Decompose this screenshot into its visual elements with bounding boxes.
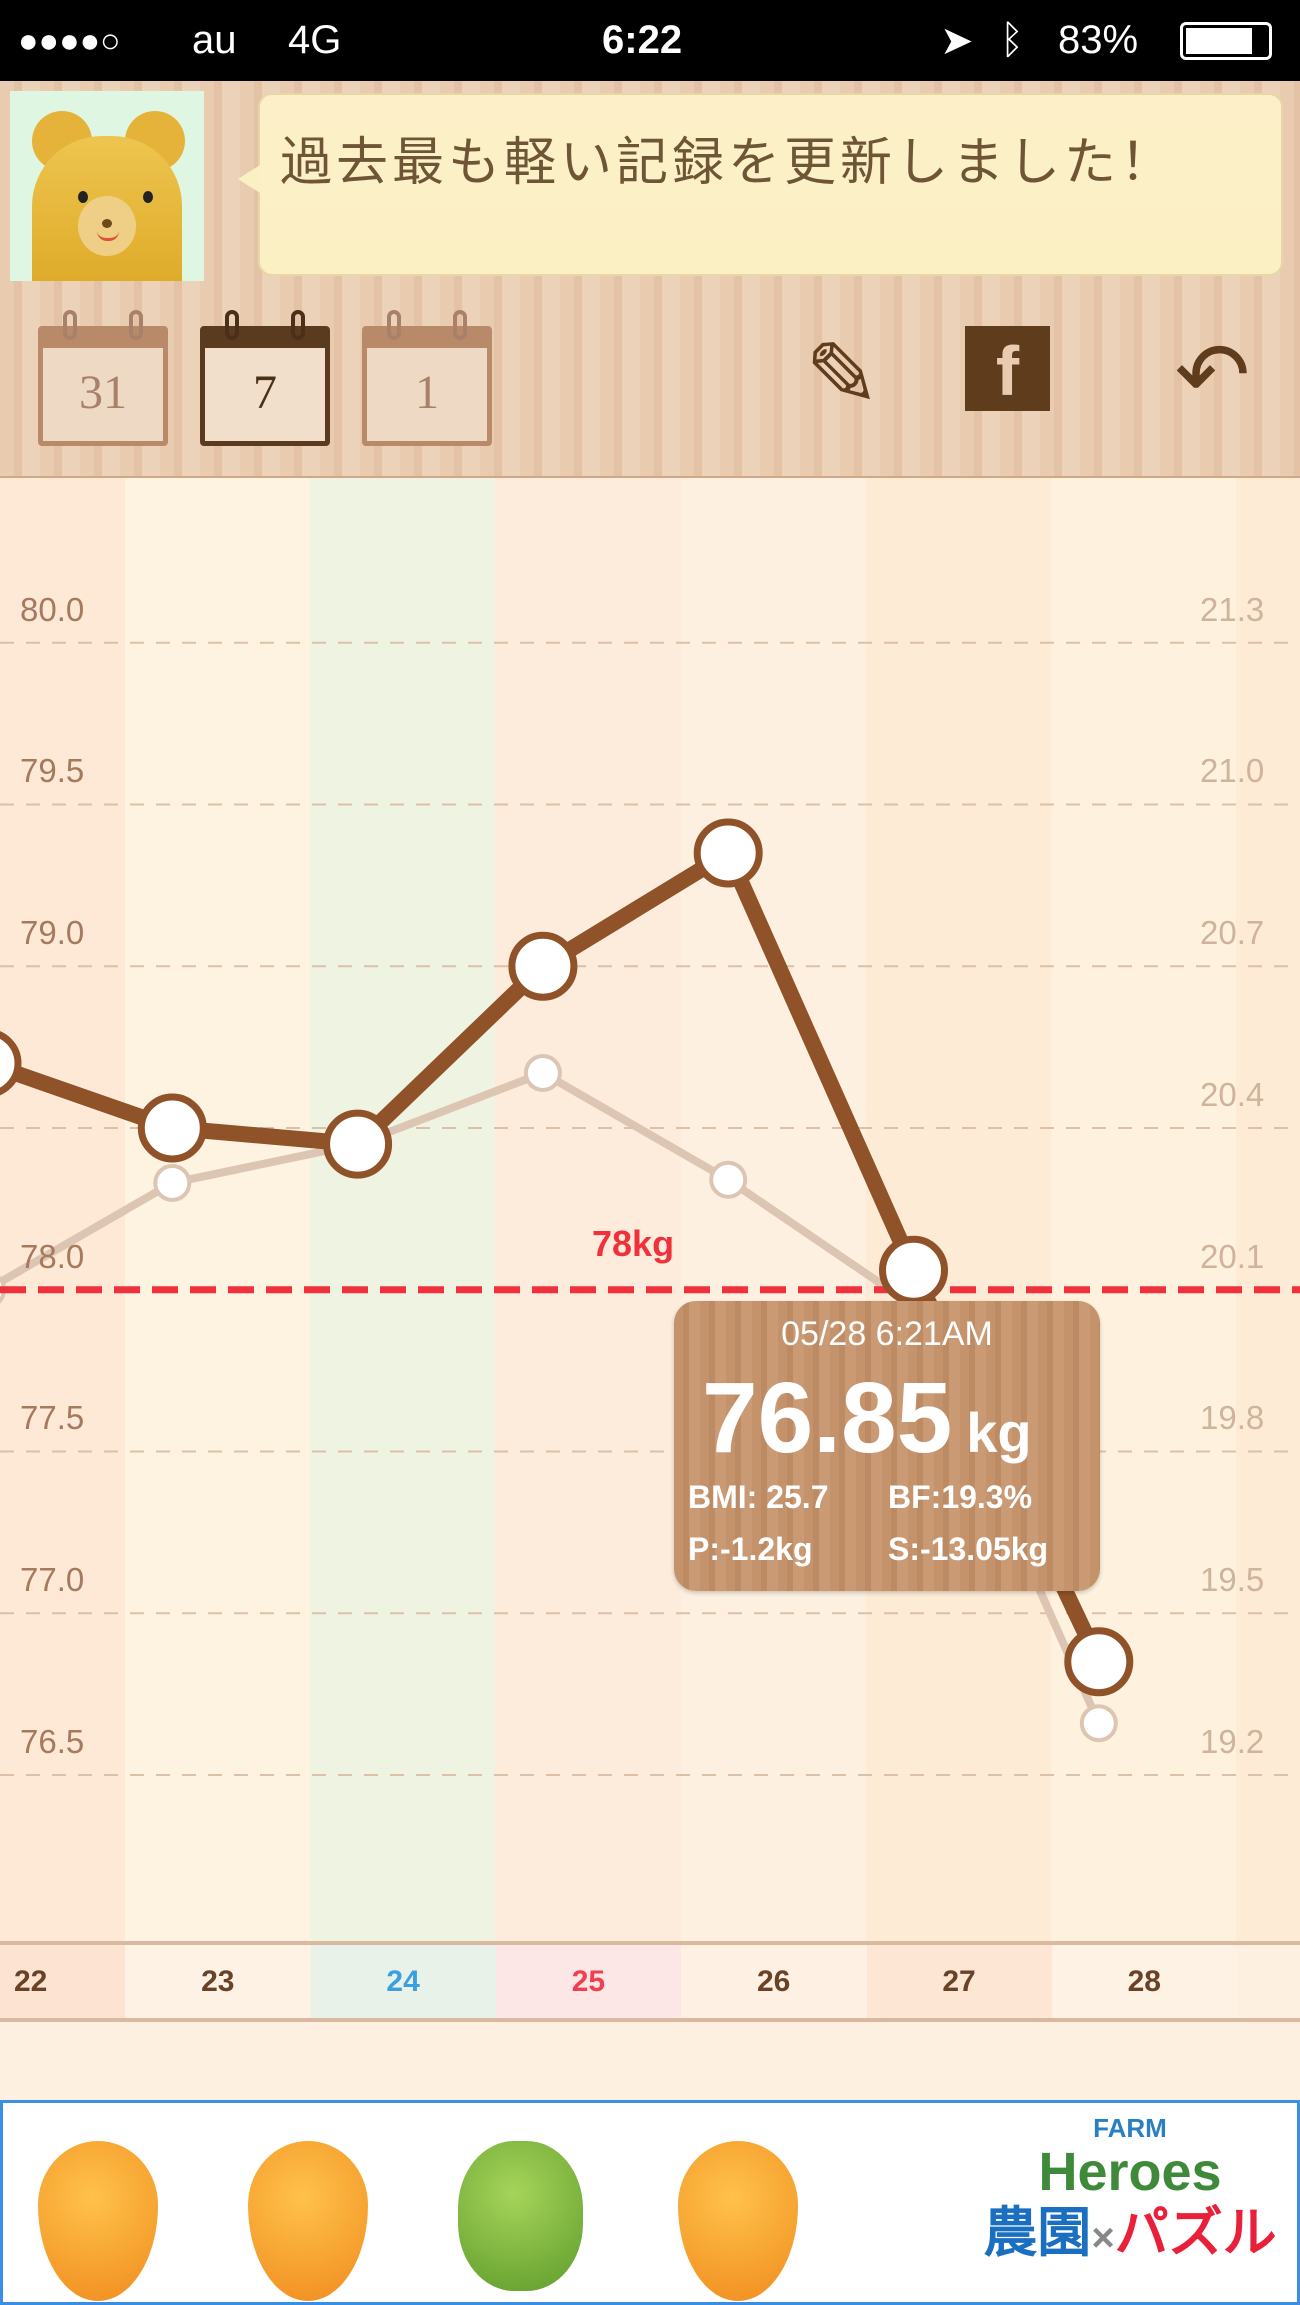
date-label[interactable]: 24 bbox=[310, 1945, 496, 2018]
weight-point bbox=[1064, 1627, 1134, 1697]
signal-strength: ●●●●○ bbox=[18, 22, 121, 60]
weight-point bbox=[323, 1109, 393, 1179]
y-right-tick-label: 21.0 bbox=[1200, 752, 1265, 790]
date-label[interactable]: 22 bbox=[0, 1945, 125, 2018]
secondary-point bbox=[709, 1160, 748, 1199]
calendar-label: 31 bbox=[79, 366, 127, 419]
y-right-tick-label: 20.1 bbox=[1200, 1237, 1265, 1275]
tagline-farm: 農園 bbox=[983, 2203, 1092, 2263]
date-label[interactable]: 23 bbox=[125, 1945, 311, 2018]
weight-point bbox=[508, 931, 578, 1001]
secondary-point bbox=[523, 1053, 562, 1092]
advertisement-banner[interactable]: FARM Heroes 農園×パズル bbox=[0, 2100, 1300, 2305]
y-left-tick-label: 76.5 bbox=[20, 1722, 85, 1760]
weight-point bbox=[693, 818, 763, 888]
apple-character-icon bbox=[458, 2141, 583, 2291]
reference-line-label: 78kg bbox=[592, 1223, 675, 1264]
status-bar: ●●●●○ au 4G 6:22 ➤ ᛒ 83% bbox=[0, 0, 1300, 81]
date-axis: 22 23 24 25 26 27 28 bbox=[0, 1941, 1300, 2022]
weight-point bbox=[137, 1093, 207, 1163]
date-label[interactable]: 28 bbox=[1051, 1945, 1237, 2018]
tooltip-bmi: BMI: 25.7 bbox=[688, 1479, 829, 1515]
y-right-tick-label: 20.4 bbox=[1200, 1075, 1265, 1113]
calendar-label: 7 bbox=[253, 366, 277, 419]
logo-brand: Heroes bbox=[1038, 2142, 1222, 2202]
calendar-week-button[interactable]: 7 bbox=[200, 310, 330, 446]
network-type: 4G bbox=[288, 18, 342, 62]
logo-top: FARM bbox=[1093, 2113, 1167, 2143]
tooltip-datetime: 05/28 6:21AM bbox=[781, 1315, 993, 1353]
y-right-tick-label: 21.3 bbox=[1200, 590, 1265, 628]
carrot-character-icon bbox=[38, 2141, 158, 2301]
y-left-tick-label: 80.0 bbox=[20, 590, 85, 628]
weight-point bbox=[0, 1031, 22, 1096]
clock: 6:22 bbox=[602, 18, 683, 62]
y-left-tick-label: 77.0 bbox=[20, 1561, 85, 1599]
battery-percent: 83% bbox=[1058, 18, 1139, 62]
bear-avatar bbox=[10, 91, 204, 281]
secondary-point bbox=[1079, 1704, 1118, 1743]
y-right-tick-label: 19.2 bbox=[1200, 1722, 1265, 1760]
tooltip-bodyfat: BF:19.3% bbox=[888, 1479, 1033, 1515]
calendar-day-button[interactable]: 1 bbox=[362, 310, 492, 446]
tooltip-unit: kg bbox=[966, 1401, 1032, 1464]
farm-heroes-logo: FARM Heroes 農園×パズル bbox=[975, 2113, 1285, 2271]
data-point-tooltip: 05/28 6:21AM 76.85 kg BMI: 25.7 BF:19.3% … bbox=[674, 1301, 1100, 1591]
tooltip-start-diff: S:-13.05kg bbox=[888, 1531, 1049, 1567]
tagline-puzzle: パズル bbox=[1114, 2203, 1277, 2263]
y-left-tick-label: 79.5 bbox=[20, 752, 85, 790]
y-right-tick-label: 19.5 bbox=[1200, 1561, 1265, 1599]
bluetooth-icon: ᛒ bbox=[1000, 18, 1024, 62]
date-label[interactable]: 25 bbox=[495, 1945, 681, 2018]
message-bubble: 過去最も軽い記録を更新しました！ bbox=[238, 93, 1283, 276]
calendar-month-button[interactable]: 31 bbox=[38, 310, 168, 446]
edit-icon[interactable]: ✎ bbox=[804, 326, 881, 426]
back-arrow-icon[interactable]: ↶ bbox=[1174, 326, 1251, 426]
battery-icon bbox=[1180, 22, 1272, 60]
location-icon: ➤ bbox=[940, 19, 974, 63]
weight-point bbox=[879, 1235, 948, 1305]
y-right-tick-label: 19.8 bbox=[1200, 1399, 1265, 1437]
secondary-point bbox=[153, 1163, 192, 1202]
facebook-twitter-share-icon[interactable]: f bbox=[965, 321, 1070, 431]
date-label[interactable]: 27 bbox=[866, 1945, 1052, 2018]
date-label[interactable]: 26 bbox=[681, 1945, 867, 2018]
y-left-tick-label: 79.0 bbox=[20, 914, 85, 952]
carrot-character-icon bbox=[678, 2141, 798, 2301]
chart-plot bbox=[0, 641, 1300, 1776]
tagline-x: × bbox=[1091, 2216, 1115, 2260]
tooltip-weight: 76.85 bbox=[702, 1362, 953, 1474]
carrot-character-icon bbox=[248, 2141, 368, 2301]
calendar-label: 1 bbox=[415, 366, 439, 419]
header: 過去最も軽い記録を更新しました！ 31 7 1 ✎ f ↶ bbox=[0, 81, 1300, 478]
y-left-tick-label: 78.0 bbox=[20, 1237, 85, 1275]
carrier: au bbox=[192, 18, 237, 62]
y-left-tick-label: 77.5 bbox=[20, 1399, 85, 1437]
weight-chart[interactable]: 80.021.379.521.079.020.778.520.478.020.1… bbox=[0, 478, 1300, 1941]
tooltip-prev-diff: P:-1.2kg bbox=[688, 1531, 813, 1567]
y-right-tick-label: 20.7 bbox=[1200, 914, 1265, 952]
